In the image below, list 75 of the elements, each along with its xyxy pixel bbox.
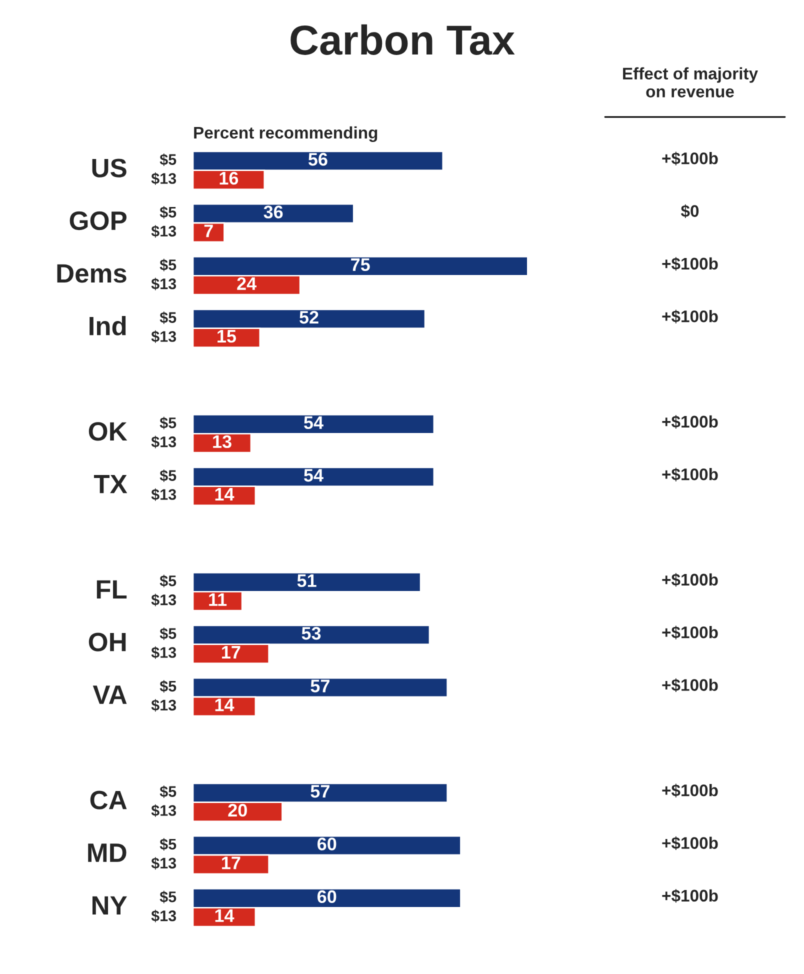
x-axis-title: Percent recommending <box>194 126 378 142</box>
y-tick-label: OH <box>88 632 126 652</box>
text: $5 <box>160 838 176 851</box>
data-label: 17 <box>222 646 240 658</box>
chart-title: Carbon Tax <box>290 24 515 55</box>
text: $13 <box>151 488 176 501</box>
text: $13 <box>151 594 176 606</box>
text: $5 <box>160 627 176 640</box>
data-label: 57 <box>310 785 330 798</box>
text: Effect of majority on revenue <box>623 67 758 98</box>
text: +$100b <box>662 573 718 587</box>
text: +$100b <box>662 836 718 850</box>
text: $13 <box>151 699 176 712</box>
data-label: 60 <box>317 838 336 850</box>
text: $13 <box>151 910 176 922</box>
y-tick-label: US <box>92 158 126 178</box>
text: $13 <box>151 436 176 448</box>
data-label: 53 <box>302 626 321 640</box>
y-tick-label: Ind <box>90 316 126 336</box>
data-label: 14 <box>215 698 234 712</box>
text: $5 <box>160 258 176 272</box>
y-tick-label: TX <box>94 475 128 494</box>
data-label: 36 <box>264 206 283 218</box>
data-label: 51 <box>297 574 316 588</box>
text: $13 <box>151 857 176 870</box>
text: $13 <box>151 804 176 817</box>
series-label: $13 <box>151 172 176 185</box>
text: $5 <box>160 785 176 798</box>
data-label: 15 <box>218 330 236 343</box>
y-tick-label: GOP <box>70 211 126 230</box>
y-tick-label: NY <box>92 896 127 914</box>
y-tick-label: CA <box>90 790 127 810</box>
text: +$100b <box>662 257 718 271</box>
y-tick-label: FL <box>96 580 127 598</box>
data-label: 14 <box>215 909 234 922</box>
data-label: 54 <box>304 469 324 482</box>
data-label: 54 <box>304 416 324 430</box>
text: +$100b <box>662 678 718 692</box>
text: $13 <box>151 225 176 238</box>
data-label: 14 <box>215 488 234 500</box>
data-label: 60 <box>317 890 336 904</box>
data-label: 16 <box>220 172 238 185</box>
text: $0 <box>680 204 699 218</box>
y-tick-label: VA <box>92 686 127 704</box>
data-label: 11 <box>209 593 227 606</box>
y-tick-label: OK <box>88 422 128 441</box>
data-label: 17 <box>222 856 240 870</box>
text: +$100b <box>662 784 718 798</box>
text: $13 <box>151 646 176 659</box>
y-tick-label: MD <box>88 844 126 862</box>
text: $5 <box>160 574 176 588</box>
data-label: 56 <box>308 152 328 166</box>
data-label: 20 <box>228 804 247 817</box>
text: +$100b <box>662 468 718 482</box>
text: $5 <box>160 416 176 430</box>
text: $5 <box>160 311 176 324</box>
text: $5 <box>160 890 176 904</box>
data-label: 57 <box>310 680 330 692</box>
text: $5 <box>160 469 176 482</box>
text: +$100b <box>662 152 718 166</box>
text: +$100b <box>662 889 718 903</box>
data-label: 7 <box>204 224 213 238</box>
data-label: 75 <box>351 258 370 272</box>
text: $13 <box>151 278 176 290</box>
text: +$100b <box>662 415 718 429</box>
text: $13 <box>151 330 176 343</box>
series-label: $5 <box>160 153 176 166</box>
data-label: 52 <box>300 310 318 324</box>
text: $5 <box>160 680 176 693</box>
data-label: 24 <box>237 277 256 290</box>
text: +$100b <box>662 310 718 324</box>
y-tick-label: Dems <box>57 264 126 283</box>
text: $5 <box>160 206 176 219</box>
text: +$100b <box>662 626 718 640</box>
data-label: 13 <box>213 435 232 448</box>
